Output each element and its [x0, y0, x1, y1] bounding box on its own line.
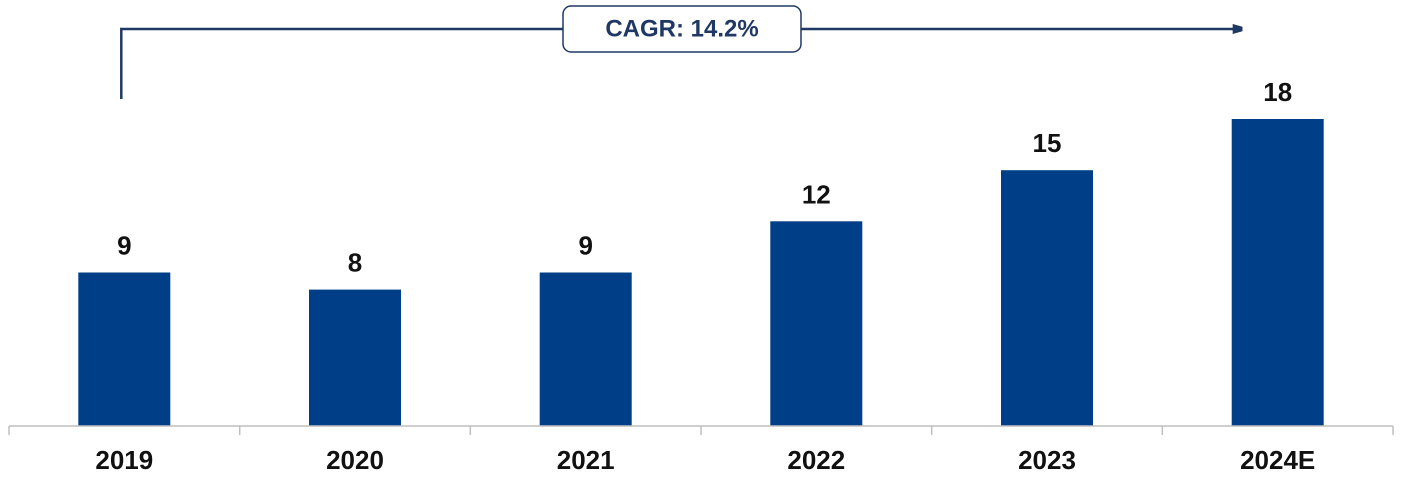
data-label-2024E: 18	[1263, 77, 1292, 107]
bar-2024E	[1231, 119, 1324, 426]
bar-2022	[770, 221, 863, 426]
data-label-2021: 9	[578, 231, 592, 261]
data-label-2019: 9	[117, 231, 131, 261]
x-tick-label-2023: 2023	[1018, 445, 1076, 475]
data-label-2023: 15	[1033, 128, 1062, 158]
x-tick-label-2022: 2022	[787, 445, 845, 475]
x-tick-label-2020: 2020	[326, 445, 384, 475]
bar-2019	[78, 272, 171, 426]
x-tick-label-2019: 2019	[95, 445, 153, 475]
x-tick-label-2021: 2021	[557, 445, 615, 475]
cagr-label: CAGR: 14.2%	[605, 16, 758, 43]
cagr-arrow	[120, 29, 1241, 99]
bars-group: 9 8 9 12 15 18	[78, 77, 1324, 426]
bar-2021	[539, 272, 632, 426]
data-label-2020: 8	[348, 248, 362, 278]
cagr-label-box	[562, 5, 802, 53]
bar-2023	[1001, 170, 1093, 426]
data-label-2022: 12	[802, 179, 831, 209]
bar-2020	[309, 289, 401, 426]
cagr-annotation: CAGR: 14.2%	[120, 5, 1241, 99]
x-tick-label-2024E: 2024E	[1240, 445, 1315, 475]
x-axis: 2019 2020 2021 2022 2023 2024E	[8, 425, 1394, 475]
